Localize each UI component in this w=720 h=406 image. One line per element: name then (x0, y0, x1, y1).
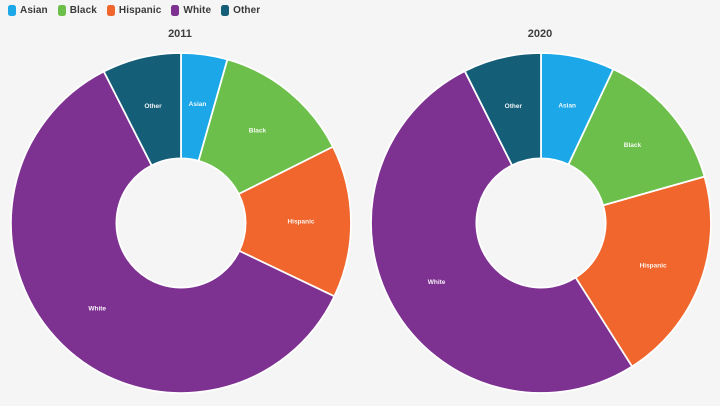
legend-swatch-white (171, 5, 180, 16)
donut-slice-hispanic[interactable] (237, 145, 352, 298)
donut-slice-black[interactable] (197, 58, 334, 195)
legend-item-other[interactable]: Other (221, 5, 260, 16)
legend-swatch-black (57, 5, 66, 16)
legend-label: White (183, 5, 212, 16)
chart-title-2020: 2020 (527, 28, 553, 40)
legend-label: Other (233, 5, 261, 16)
donut-slice-other[interactable] (102, 52, 182, 167)
donut-slice-other[interactable] (463, 52, 542, 167)
donut-chart-2020: 2020 Asian Black Hispanic White Other (360, 22, 720, 406)
donut-slice-black[interactable] (567, 68, 706, 207)
legend-swatch-other (221, 5, 230, 16)
legend-item-hispanic[interactable]: Hispanic (106, 5, 162, 16)
legend-swatch-asian (8, 5, 16, 16)
donut-chart-2011: 2011 Asian Black Hispanic White Other (0, 22, 360, 406)
donut-slice-white[interactable] (10, 70, 336, 394)
legend-item-black[interactable]: Black (57, 5, 97, 16)
legend-item-white[interactable]: White (171, 5, 211, 16)
legend-label: Asian (20, 5, 48, 16)
charts-row: 2011 Asian Black Hispanic White Other 2020 A… (0, 22, 720, 406)
legend-swatch-hispanic (106, 5, 115, 16)
chart-legend: Asian Black Hispanic White Other (8, 5, 260, 16)
donut-slice-white[interactable] (370, 70, 633, 394)
donut-slice-hispanic[interactable] (574, 175, 712, 368)
legend-label: Black (69, 5, 97, 16)
chart-title-2011: 2011 (168, 28, 192, 40)
legend-item-asian[interactable]: Asian (8, 5, 48, 16)
legend-label: Hispanic (118, 5, 162, 16)
